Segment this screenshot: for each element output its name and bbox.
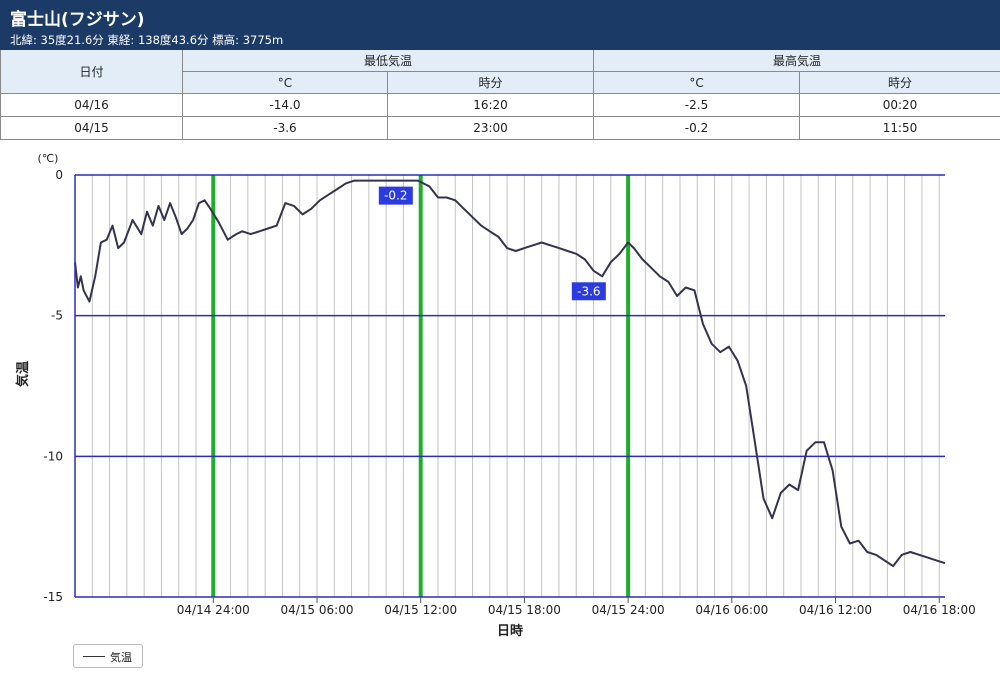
- min-max-table: 日付 最低気温 最高気温 °C 時分 °C 時分 04/16 -14.0 16:…: [0, 50, 1000, 140]
- row-max-time: 00:20: [799, 93, 1000, 117]
- y-tick-label: -15: [43, 590, 63, 604]
- min-time-header: 時分: [386, 71, 595, 94]
- x-tick-label: 04/16 18:00: [903, 603, 976, 617]
- y-tick-label: -10: [43, 449, 63, 463]
- row-min-time: 23:00: [386, 116, 595, 140]
- max-temp-header: 最高気温: [593, 50, 1000, 72]
- chart-legend[interactable]: 気温: [73, 644, 143, 668]
- table-row: 04/15 -3.6 23:00 -0.2 11:50: [0, 116, 1000, 140]
- x-tick-label: 04/14 24:00: [177, 603, 250, 617]
- temperature-chart: -0.2 -3.6 0 -5 -10 -15 04/14 24:00 04/15 06:0…: [15, 152, 976, 639]
- x-tick-label: 04/15 24:00: [592, 603, 665, 617]
- min-temp-header: 最低気温: [181, 50, 595, 72]
- max-time-header: 時分: [799, 71, 1000, 94]
- station-title: 富士山(フジサン): [10, 10, 145, 30]
- row-min-time: 16:20: [386, 93, 595, 117]
- annotation-labels: -0.2 -3.6: [378, 186, 606, 301]
- y-tick-label: -5: [51, 309, 63, 323]
- row-max-temp: -0.2: [593, 116, 801, 140]
- y-axis-unit: (℃): [38, 152, 59, 165]
- row-min-temp: -3.6: [182, 116, 388, 140]
- y-axis-title: 気温: [15, 361, 31, 387]
- row-date: 04/16: [0, 93, 183, 117]
- x-axis: 04/14 24:00 04/15 06:00 04/15 12:00 04/15 1…: [177, 597, 976, 617]
- legend-line-swatch: [83, 656, 105, 657]
- y-gridlines: [75, 174, 945, 598]
- row-max-temp: -2.5: [593, 93, 801, 117]
- annotation-label: -0.2: [384, 189, 407, 203]
- x-tick-label: 04/15 18:00: [488, 603, 561, 617]
- row-date: 04/15: [0, 116, 183, 140]
- y-axis: 0 -5 -10 -15: [43, 168, 76, 604]
- y-tick-label: 0: [55, 168, 63, 182]
- day-boundary-markers: [211, 175, 631, 597]
- min-temp-unit-header: °C: [182, 71, 388, 94]
- annotation-label-bg: [378, 186, 413, 205]
- x-tick-label: 04/16 06:00: [695, 603, 768, 617]
- legend-label: 気温: [110, 651, 132, 664]
- annotation-label: -3.6: [577, 284, 600, 298]
- x-tick-label: 04/15 12:00: [384, 603, 457, 617]
- temperature-series-line: [74, 179, 946, 568]
- table-row: 04/16 -14.0 16:20 -2.5 00:20: [0, 93, 1000, 117]
- row-min-temp: -14.0: [182, 93, 388, 117]
- chart-grid: [91, 175, 940, 597]
- station-header: 富士山(フジサン) 北緯: 35度21.6分 東経: 138度43.6分 標高:…: [0, 0, 1000, 50]
- date-column-header: 日付: [0, 50, 183, 94]
- x-tick-label: 04/15 06:00: [280, 603, 353, 617]
- station-location: 北緯: 35度21.6分 東経: 138度43.6分 標高: 3775m: [10, 33, 284, 47]
- max-temp-unit-header: °C: [593, 71, 801, 94]
- x-tick-label: 04/16 12:00: [799, 603, 872, 617]
- annotation-label-bg: [571, 282, 606, 301]
- row-max-time: 11:50: [799, 116, 1000, 140]
- x-axis-title: 日時: [497, 623, 523, 639]
